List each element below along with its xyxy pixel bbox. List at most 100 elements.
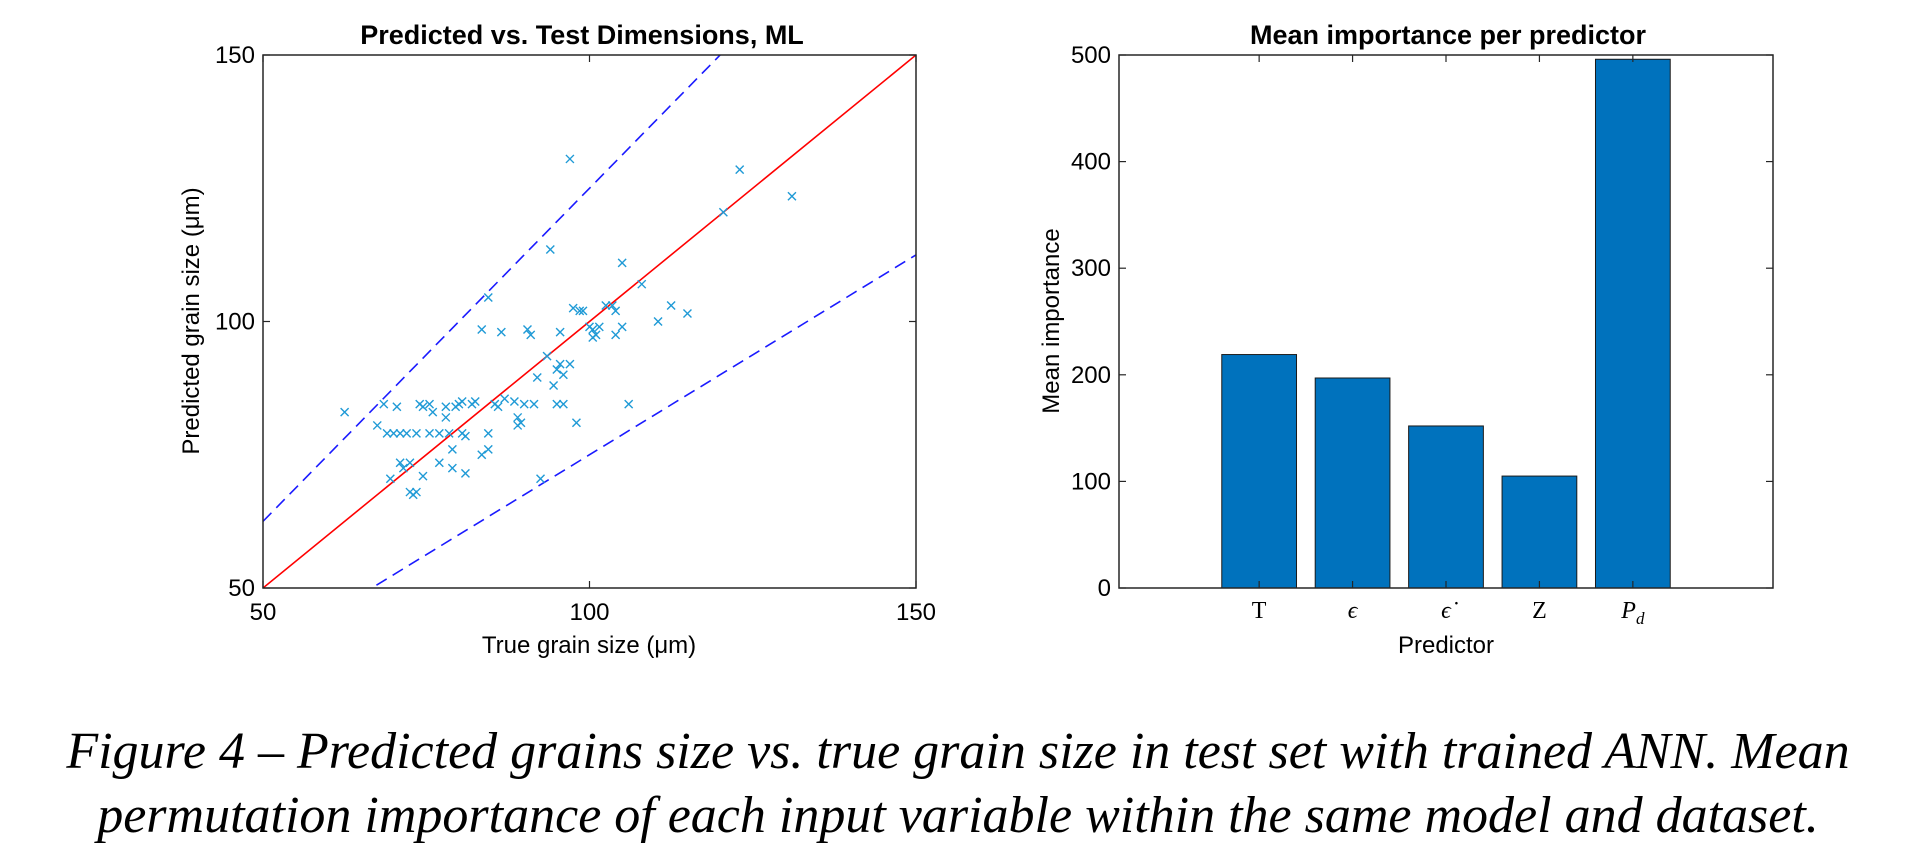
scatter-point: [483, 293, 493, 303]
scatter-point: [447, 463, 457, 473]
bar-x-axis-label: Predictor: [1398, 632, 1494, 659]
scatter-point: [460, 468, 470, 478]
y-tick-label: 300: [1071, 255, 1111, 282]
scatter-point: [395, 458, 405, 468]
scatter-point: [500, 394, 510, 404]
scatter-point: [601, 301, 611, 311]
bar-1: [1221, 354, 1298, 589]
x-tick-label: ϵ̇: [1441, 598, 1458, 624]
scatter-point: [571, 418, 581, 428]
scatter-point: [483, 428, 493, 438]
scatter-point: [522, 325, 532, 334]
scatter-point: [536, 474, 546, 484]
y-tick-label: 0: [1098, 575, 1111, 602]
scatter-point: [496, 327, 506, 337]
scatter-point: [555, 359, 565, 369]
scatter-point: [624, 399, 634, 409]
scatter-point: [591, 330, 601, 340]
bound-line-dashed: [370, 254, 916, 588]
scatter-point: [428, 407, 438, 417]
scatter-point: [552, 399, 562, 409]
bar-3: [1408, 425, 1484, 589]
scatter-point: [637, 279, 647, 289]
scatter-point: [379, 399, 389, 409]
figure-caption-line-2: permutation importance of each input var…: [97, 787, 1819, 844]
scatter-x-axis-label: True grain size (μm): [482, 632, 696, 659]
scatter-title: Predicted vs. Test Dimensions, ML: [360, 20, 804, 50]
scatter-point: [594, 322, 604, 332]
scatter-point: [493, 402, 503, 412]
bars: [1221, 58, 1671, 589]
scatter-point: [516, 418, 526, 428]
scatter-point: [447, 444, 457, 454]
scatter-point: [434, 428, 444, 438]
scatter-point: [411, 487, 421, 497]
y-tick-label: 100: [1071, 468, 1111, 495]
scatter-point: [558, 370, 568, 380]
scatter-point: [519, 399, 529, 409]
scatter-point: [682, 309, 692, 318]
scatter-point: [526, 330, 536, 340]
scatter-point: [395, 428, 405, 438]
scatter-point: [418, 402, 428, 412]
scatter-point: [405, 458, 415, 468]
scatter-point: [444, 428, 454, 438]
x-tick-label: 100: [569, 599, 609, 626]
scatter-point: [578, 306, 588, 316]
scatter-point: [653, 317, 663, 326]
scatter-point: [558, 399, 568, 409]
scatter-point: [385, 474, 395, 484]
scatter-point: [617, 258, 627, 268]
scatter-point: [389, 428, 399, 438]
scatter-point: [617, 322, 627, 332]
scatter-reference-lines: [263, 55, 916, 588]
scatter-point: [477, 325, 487, 334]
y-tick-label: 400: [1071, 149, 1111, 176]
scatter-point: [483, 444, 493, 454]
scatter-chart: Predicted vs. Test Dimensions, ML 50 100 1…: [178, 20, 936, 659]
scatter-point: [611, 330, 621, 340]
bound-line-dashed: [263, 55, 722, 522]
scatter-point: [735, 165, 745, 175]
scatter-point: [588, 325, 598, 334]
scatter-point: [382, 428, 392, 438]
scatter-point: [529, 399, 539, 409]
scatter-point: [565, 359, 575, 369]
scatter-point: [607, 301, 617, 311]
scatter-point: [513, 412, 523, 422]
y-tick-label: 200: [1071, 362, 1111, 389]
scatter-point: [509, 396, 519, 406]
x-tick-label: ϵ: [1348, 598, 1359, 624]
y-tick-label: 50: [228, 575, 255, 602]
scatter-point: [402, 428, 412, 438]
y-tick-label: 150: [215, 42, 255, 69]
bar-chart: Mean importance per predictor 0 100 200 300…: [1038, 20, 1774, 659]
bar-4: [1501, 475, 1578, 589]
scatter-point: [666, 301, 676, 311]
x-tick-label: 50: [250, 599, 277, 626]
scatter-point: [470, 396, 480, 406]
scatter-point: [575, 306, 585, 316]
scatter-point: [340, 407, 350, 417]
scatter-point: [441, 402, 451, 412]
x-tick-label: Pd: [1620, 598, 1645, 628]
scatter-point: [441, 412, 451, 422]
scatter-point: [787, 191, 797, 201]
scatter-point: [392, 402, 402, 412]
bar-y-axis-label: Mean importance: [1038, 228, 1065, 413]
scatter-point: [718, 207, 728, 217]
bar-chart-title: Mean importance per predictor: [1250, 20, 1647, 50]
scatter-point: [398, 463, 408, 473]
scatter-point: [372, 420, 382, 430]
scatter-point: [434, 458, 444, 468]
scatter-point: [549, 380, 559, 390]
scatter-point: [611, 306, 621, 316]
y-tick-label: 500: [1071, 42, 1111, 69]
identity-line: [263, 55, 916, 588]
scatter-point: [411, 428, 421, 438]
x-tick-label: 150: [896, 599, 936, 626]
scatter-point: [545, 245, 555, 255]
scatter-point: [477, 450, 487, 460]
y-tick-label: 100: [215, 309, 255, 336]
scatter-points: [340, 154, 797, 500]
